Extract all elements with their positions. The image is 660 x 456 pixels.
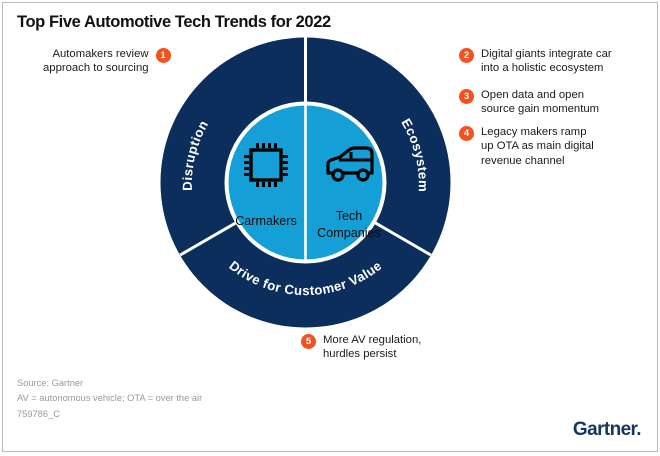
annotation-4-badge: 4 [459,126,474,141]
car-icon [326,146,374,182]
annotation-2-badge: 2 [459,48,474,63]
annotation-2-text: Digital giants integrate car into a holi… [481,48,612,75]
annotation-4: 4 Legacy makers ramp up OTA as main digi… [459,125,594,168]
annotation-3-text: Open data and open source gain momentum [481,89,600,116]
annotation-1-badge: 1 [155,48,171,63]
annotation-1: Automakers review approach to sourcing 1 [43,47,171,76]
annotation-3-badge: 3 [459,89,474,104]
annotation-5-badge: 5 [301,334,316,349]
annotation-1-text: Automakers review approach to sourcing [43,48,149,75]
footer-source: Source: Gartner [17,378,84,388]
annotation-5: 5 More AV regulation, hurdles persist [301,333,421,362]
inner-label-carmakers: Carmakers [235,214,297,228]
annotation-2: 2 Digital giants integrate car into a ho… [459,47,612,76]
annotation-4-text: Legacy makers ramp up OTA as main digita… [481,126,594,167]
chip-icon [244,143,288,187]
donut-diagram: Disruption Ecosystem Drive for Customer … [158,35,453,330]
inner-label-tech: Tech [336,209,363,223]
footer-id: 759786_C [17,409,60,419]
annotation-5-text: More AV regulation, hurdles persist [323,334,422,361]
annotation-3: 3 Open data and open source gain momentu… [459,88,599,117]
gartner-logo: Gartner. [572,419,642,440]
page-title: Top Five Automotive Tech Trends for 2022 [17,13,331,31]
footer-note: AV = autonomous vehicle; OTA = over the … [17,393,203,403]
inner-label-companies: Companies [317,226,381,240]
